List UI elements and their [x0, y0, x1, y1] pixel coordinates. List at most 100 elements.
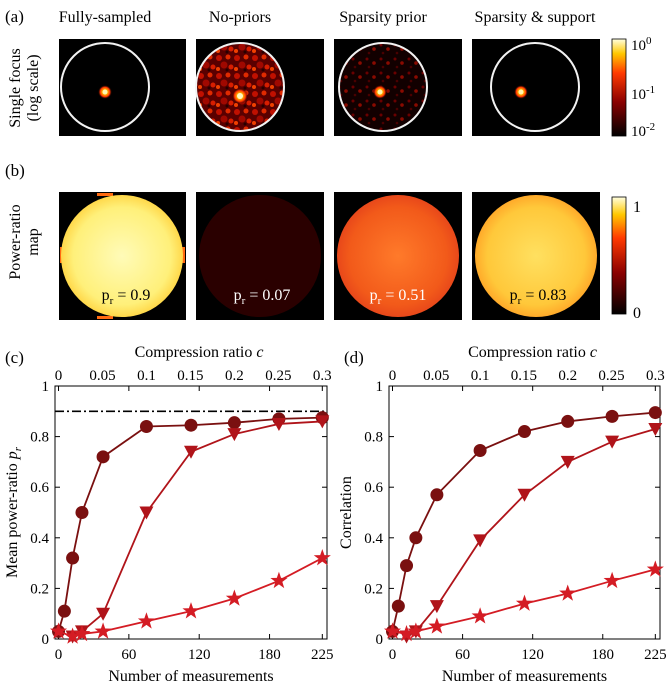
y-tick-label: 0.8: [30, 430, 49, 446]
top-tick-label: 0.1: [137, 368, 156, 384]
data-point-circle: [430, 488, 444, 502]
y-tick-label: 1: [376, 379, 384, 395]
top-tick-label: 0.15: [511, 368, 537, 384]
pr-label-sparsity-prior: pr = 0.51: [370, 287, 427, 307]
power-ratio-map-sparsity-support: [472, 192, 600, 320]
data-point-triangle: [517, 488, 532, 502]
column-title-no-priors: No-priors: [209, 9, 271, 26]
y-tick-label: 0: [376, 632, 384, 648]
panel-label-a: (a): [5, 7, 24, 26]
plot-frame-c: [54, 385, 328, 640]
top-tick-label: 0.3: [646, 368, 665, 384]
x-tick-label: 225: [644, 647, 667, 663]
data-point-star: [73, 624, 91, 642]
top-tick-label: 0.05: [423, 368, 449, 384]
y-tick-label: 0.6: [364, 480, 383, 496]
panel-label-b: (b): [5, 161, 25, 180]
top-tick-label: 0: [389, 368, 397, 384]
top-axis-title: Compression ratio c: [468, 344, 597, 361]
data-point-circle: [391, 599, 405, 613]
x-tick-label: 225: [311, 647, 334, 663]
top-tick-label: 0.1: [471, 368, 490, 384]
data-point-star: [559, 584, 577, 601]
colorbar-a: 100 10-1 10-2: [611, 35, 655, 140]
y-tick-label: 0.6: [30, 480, 49, 496]
top-tick-label: 0.25: [265, 368, 291, 384]
series-line-triangle: [72, 420, 323, 638]
x-tick-label: 0: [389, 647, 397, 663]
data-point-circle: [66, 551, 80, 565]
y-tick-label: 0: [42, 632, 50, 648]
column-title-fully-sampled: Fully-sampled: [59, 9, 151, 26]
svg-text:Single focus: Single focus: [7, 48, 24, 128]
data-point-star: [94, 622, 112, 639]
data-point-circle: [409, 531, 423, 545]
panel-label-c: (c): [5, 348, 24, 367]
colorbar-b-tick-top: 1: [633, 199, 641, 216]
column-title-sparsity-support: Sparsity & support: [475, 9, 596, 26]
colorbar-a-tick-top: 100: [631, 35, 652, 54]
power-ratio-map-fully-sampled: [59, 192, 186, 320]
series-line-triangle: [406, 428, 656, 638]
data-point-triangle: [139, 506, 154, 520]
series-line-circle: [391, 411, 656, 632]
data-point-star: [515, 594, 534, 611]
plot-frame-d: [388, 385, 661, 640]
data-point-triangle: [315, 415, 330, 429]
data-point-star: [225, 589, 243, 606]
column-title-sparsity-prior: Sparsity prior: [339, 9, 427, 26]
chart-c-mean-power-ratio: 0 60 120 180 225 0 0.05 0.1 0.15 0.2 0.25 0.3 0 0.2 0.…: [4, 344, 334, 685]
data-point-triangle: [184, 445, 198, 459]
x-tick-label: 60: [121, 647, 136, 663]
y-tick-label: 0.4: [364, 531, 383, 547]
pr-label-sparsity-support: pr = 0.83: [510, 287, 567, 307]
y-axis-title: Mean power-ratio pr: [4, 446, 24, 578]
data-point-triangle: [96, 607, 111, 621]
data-point-star: [407, 622, 425, 639]
top-tick-label: 0.3: [313, 368, 332, 384]
data-point-circle: [518, 425, 531, 439]
chart-d-correlation: 0 60 120 180 225 0 0.05 0.1 0.15 0.2 0.25 0.3 0 0.2 0.…: [338, 344, 667, 685]
y-tick-label: 0.2: [30, 581, 49, 597]
pr-label-fully-sampled: pr = 0.9: [102, 287, 151, 307]
top-tick-label: 0: [55, 368, 63, 384]
x-tick-label: 120: [188, 647, 211, 663]
data-point-circle: [605, 409, 619, 423]
colorbar-b: 1 0: [611, 196, 641, 322]
top-tick-label: 0.05: [89, 368, 115, 384]
data-point-star: [270, 571, 288, 589]
top-axis-title: Compression ratio c: [135, 344, 264, 361]
focus-image-no-priors: [195, 39, 324, 136]
data-point-triangle: [429, 600, 444, 614]
data-point-star: [313, 549, 331, 566]
x-axis-title: Number of measurements: [108, 668, 273, 685]
power-ratio-map-sparsity-prior: [334, 192, 462, 320]
focus-image-sparsity-prior: [334, 39, 462, 136]
y-tick-label: 1: [42, 379, 50, 395]
data-point-star: [397, 624, 416, 642]
x-tick-label: 180: [592, 647, 615, 663]
data-point-circle: [184, 418, 198, 432]
data-point-triangle: [648, 423, 663, 437]
data-point-triangle: [605, 435, 620, 449]
svg-text:Power-ratio: Power-ratio: [7, 204, 24, 279]
data-point-triangle: [271, 417, 286, 431]
series-line-circle: [57, 416, 323, 632]
data-point-star: [471, 607, 489, 624]
focus-image-fully-sampled: [59, 39, 186, 136]
top-tick-label: 0.2: [558, 368, 577, 384]
y-axis-title: Correlation: [338, 476, 355, 549]
data-point-star: [182, 602, 200, 619]
x-tick-label: 60: [455, 647, 470, 663]
power-ratio-map-no-priors: [196, 192, 324, 320]
top-tick-label: 0.25: [598, 368, 624, 384]
panel-label-d: (d): [344, 348, 364, 367]
data-point-star: [49, 622, 68, 639]
svg-text:map: map: [25, 228, 42, 256]
y-tick-label: 0.8: [364, 430, 383, 446]
x-tick-label: 120: [521, 647, 544, 663]
data-point-star: [603, 571, 621, 589]
data-point-triangle: [227, 428, 242, 442]
x-axis-title: Number of measurements: [442, 668, 607, 685]
data-point-star: [383, 622, 402, 639]
